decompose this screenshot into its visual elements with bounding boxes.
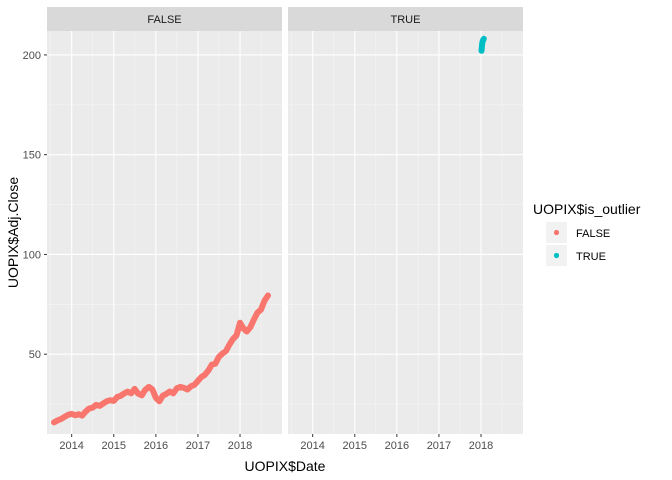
x-axis: 2014 2015 2016 2017 2018 2014 2015 2016 2017 2018 [59,434,493,452]
data-point [111,398,117,404]
x-tick-label: 2016 [385,440,409,452]
y-axis: 50 100 150 200 [23,50,47,361]
data-point [230,336,236,342]
points-true [478,35,487,54]
x-tick-label: 2018 [228,440,252,452]
points-false [51,292,271,426]
data-point [216,354,222,360]
y-axis-title: UOPIX$Adj.Close [5,177,21,288]
facet-strip-label-true: TRUE [391,14,421,26]
data-point [226,342,232,348]
data-point [89,405,96,411]
gridlines-false [47,31,282,434]
legend-label-true: TRUE [576,251,606,263]
legend-swatch-false [553,229,560,236]
panel-background-true [288,31,523,434]
data-point [132,386,138,392]
x-tick-label: 2014 [300,440,324,452]
data-point [233,332,240,338]
data-point [212,361,218,367]
x-tick-label: 2014 [59,440,83,452]
y-tick-label: 200 [23,50,41,62]
data-point [244,328,250,335]
data-point [79,413,85,419]
data-point [184,386,190,393]
data-point [481,36,487,42]
facet-strip-false [47,7,282,31]
data-point [170,390,176,396]
data-point [142,387,148,393]
legend-items: FALSE TRUE [546,222,610,266]
panel-background-false [47,31,282,434]
data-point [191,382,197,388]
facet-strip-true [288,7,523,31]
panel-true: TRUE [288,7,523,434]
data-point [202,372,208,378]
data-point [82,409,89,415]
legend-label-false: FALSE [576,228,610,240]
data-point [478,48,485,54]
gridlines-true [288,31,523,434]
x-tick-label: 2016 [144,440,168,452]
facet-strip-label-false: FALSE [147,14,181,26]
data-point [128,390,134,396]
data-point [223,348,229,354]
data-point [265,292,271,299]
legend: UOPIX$is_outlier FALSE TRUE [533,201,641,266]
y-tick-label: 150 [23,150,41,162]
y-tick-label: 50 [29,349,41,361]
data-point [205,368,211,374]
y-tick-label: 100 [23,249,41,261]
x-axis-title: UOPIX$Date [245,458,326,474]
x-tick-label: 2017 [427,440,451,452]
legend-swatch-true [553,252,560,259]
legend-title: UOPIX$is_outlier [533,201,641,217]
x-tick-label: 2018 [469,440,493,452]
x-tick-label: 2017 [186,440,210,452]
data-point [156,398,162,404]
panel-false: FALSE [47,7,282,434]
data-point [237,320,243,326]
data-point [254,310,260,316]
data-point [219,351,225,357]
data-point [149,386,155,392]
x-tick-label: 2015 [343,440,367,452]
data-point [258,307,264,313]
data-point [251,316,257,323]
data-point [153,395,159,401]
data-point [195,378,201,384]
data-point [139,392,145,398]
data-point [261,298,268,304]
x-tick-label: 2015 [102,440,126,452]
data-point [247,324,253,330]
